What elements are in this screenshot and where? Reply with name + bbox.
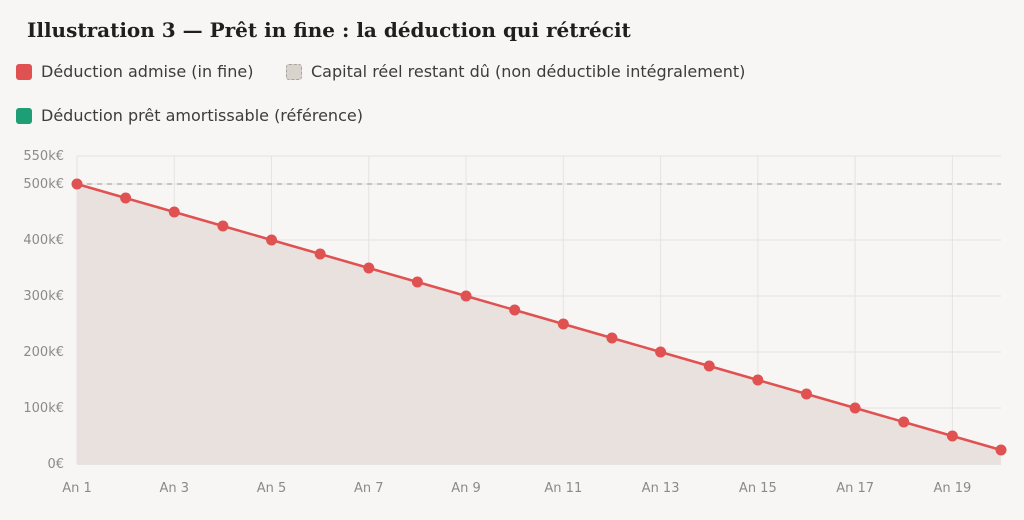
legend-label: Capital réel restant dû (non déductible …	[311, 62, 746, 81]
deduction-point	[752, 374, 764, 386]
y-tick-label: 0€	[47, 457, 64, 472]
y-tick-label: 200k€	[23, 345, 64, 360]
deduction-point	[800, 388, 812, 400]
x-tick-label: An 3	[159, 481, 189, 496]
deduction-point	[266, 234, 278, 246]
x-tick-label: An 15	[739, 481, 777, 496]
x-tick-label: An 9	[451, 481, 481, 496]
deduction-point	[703, 360, 715, 372]
x-tick-label: An 17	[836, 481, 874, 496]
deduction-point	[557, 318, 569, 330]
deduction-point	[509, 304, 521, 316]
deduction-point	[655, 346, 667, 358]
legend-item-deduction-amortissable[interactable]: Déduction prêt amortissable (référence)	[16, 106, 363, 125]
chart-title: Illustration 3 — Prêt in fine : la déduc…	[27, 18, 631, 42]
deduction-point	[71, 178, 83, 190]
deduction-point	[460, 290, 472, 302]
legend-label: Déduction admise (in fine)	[41, 62, 254, 81]
deduction-point	[898, 416, 910, 428]
y-tick-label: 550k€	[23, 149, 64, 164]
deduction-point	[411, 276, 423, 288]
x-tick-label: An 13	[642, 481, 680, 496]
legend-label: Déduction prêt amortissable (référence)	[41, 106, 363, 125]
deduction-point	[314, 248, 326, 260]
legend-swatch-beige	[286, 63, 302, 80]
y-tick-label: 500k€	[23, 177, 64, 192]
x-tick-label: An 5	[257, 481, 287, 496]
legend-item-deduction-in-fine[interactable]: Déduction admise (in fine)	[16, 62, 253, 81]
deduction-point	[946, 430, 958, 442]
deduction-point	[606, 332, 618, 344]
legend-item-capital-restant[interactable]: Capital réel restant dû (non déductible …	[286, 62, 745, 81]
y-tick-label: 100k€	[23, 401, 64, 416]
x-tick-label: An 19	[933, 481, 971, 496]
deduction-point	[217, 220, 229, 232]
deduction-point	[363, 262, 375, 274]
y-tick-label: 300k€	[23, 289, 64, 304]
legend-swatch-green	[16, 107, 32, 124]
x-tick-label: An 1	[62, 481, 92, 496]
deduction-point	[995, 444, 1007, 456]
x-tick-label: An 11	[544, 481, 582, 496]
deduction-area	[77, 184, 1001, 464]
deduction-point	[168, 206, 180, 218]
deduction-point	[849, 402, 861, 414]
x-tick-label: An 7	[354, 481, 384, 496]
y-tick-label: 400k€	[23, 233, 64, 248]
deduction-point	[120, 192, 132, 204]
deduction-line	[76, 182, 1002, 452]
legend-swatch-red	[16, 63, 32, 80]
